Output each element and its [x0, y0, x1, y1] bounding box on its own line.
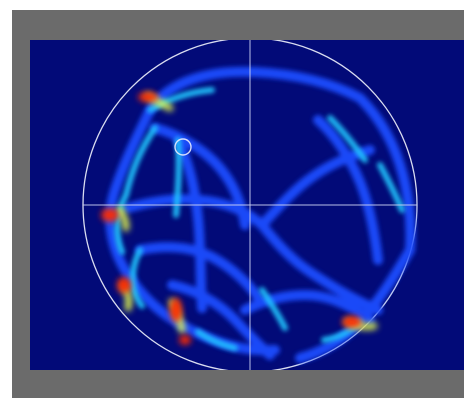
trajectory-heatmap	[82, 40, 418, 370]
trails-low	[105, 66, 416, 363]
trails-mid	[114, 87, 405, 351]
start-marker-circle	[174, 138, 192, 156]
heatmap-panel	[30, 40, 464, 370]
hotspots	[101, 92, 362, 345]
